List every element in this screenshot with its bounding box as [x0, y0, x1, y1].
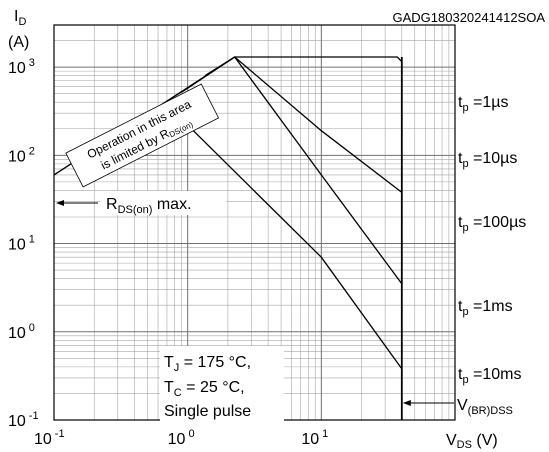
- cond-tj-sub: J: [174, 362, 180, 374]
- series-label-sub: p: [462, 102, 468, 114]
- x-tick-label: 10 1: [301, 428, 328, 448]
- figure-id: GADG180320241412SOA: [393, 10, 546, 25]
- rds-max-sub: DS(on): [118, 204, 153, 216]
- rds-max-main: R: [106, 196, 118, 213]
- rds-max-label: RDS(on) max.: [106, 196, 192, 216]
- series-label-main: t: [458, 150, 463, 167]
- series-label-main: t: [458, 366, 463, 383]
- cond-tj-main: T: [164, 354, 174, 371]
- y-tick-exp: 1: [29, 234, 35, 246]
- series-line: [181, 56, 403, 285]
- y-tick-label: 10 0: [8, 322, 35, 342]
- y-tick-exp: 0: [29, 322, 35, 334]
- series-label: tp =10ms: [458, 366, 522, 386]
- y-tick-label: 10 -1: [8, 410, 39, 430]
- arrows: [56, 200, 454, 406]
- y-axis-symbol-sub: D: [18, 16, 26, 28]
- y-tick-base: 10: [8, 237, 26, 254]
- y-tick-label: 10 1: [8, 234, 35, 254]
- series-label-main: t: [458, 94, 463, 111]
- y-axis-unit: (A): [8, 34, 29, 51]
- rds-max-rest: max.: [152, 196, 191, 213]
- cond-tc-main: T: [164, 379, 174, 396]
- y-tick-exp: 2: [29, 145, 35, 157]
- x-axis-title: VDS (V): [446, 432, 498, 451]
- series-label-rest: =10ms: [469, 366, 522, 383]
- x-tick-base: 10: [168, 431, 186, 448]
- x-tick-base: 10: [34, 431, 52, 448]
- vbr-main: V: [457, 397, 468, 414]
- x-tick-exp: 0: [188, 428, 194, 440]
- x-tick-label: 10 0: [168, 428, 195, 448]
- vbr-label: V(BR)DSS: [457, 397, 513, 417]
- cond-tj-rest: = 175 °C,: [179, 354, 251, 371]
- series-label-rest: =100µs: [469, 214, 527, 231]
- y-tick-base: 10: [8, 148, 26, 165]
- y-tick-exp: -1: [29, 410, 39, 422]
- cond-tc-sub: C: [174, 387, 182, 399]
- cond-tc-rest: = 25 °C,: [182, 379, 245, 396]
- x-axis-symbol: V: [446, 432, 457, 449]
- x-tick-base: 10: [301, 431, 319, 448]
- y-tick-exp: 3: [29, 57, 35, 69]
- rds-max-arrowhead: [56, 200, 64, 206]
- rds-max-label-bg: [100, 191, 226, 215]
- series-label-rest: =1ms: [469, 298, 513, 315]
- series-label-main: t: [458, 298, 463, 315]
- x-tick-exp: 1: [322, 428, 328, 440]
- series-line: [234, 56, 403, 121]
- series-label: tp =1ms: [458, 298, 513, 318]
- series-label: tp =10µs: [458, 150, 517, 170]
- vbr-arrowhead: [402, 400, 411, 406]
- vbr-sub: (BR)DSS: [468, 405, 513, 417]
- series-line: [157, 106, 403, 370]
- series-label-rest: =10µs: [469, 150, 518, 167]
- x-tick-exp: -1: [55, 428, 65, 440]
- x-axis-unit-text: (V): [476, 432, 497, 449]
- y-axis-symbol-main: I: [14, 8, 18, 25]
- x-axis-sub: DS: [457, 439, 472, 451]
- series-label-main: t: [458, 214, 463, 231]
- y-tick-label: 10 3: [8, 57, 35, 77]
- cond-tj: TJ = 175 °C,: [164, 354, 251, 374]
- series-label: tp =100µs: [458, 214, 526, 234]
- y-tick-base: 10: [8, 413, 26, 430]
- series-label-sub: p: [462, 306, 468, 318]
- y-tick-base: 10: [8, 325, 26, 342]
- series-label-sub: p: [462, 158, 468, 170]
- cond-tc: TC = 25 °C,: [164, 379, 245, 399]
- y-tick-base: 10: [8, 60, 26, 77]
- x-tick-label: 10 -1: [34, 428, 65, 448]
- conditions-box: [160, 346, 284, 422]
- y-axis-symbol: ID: [14, 8, 26, 28]
- series-label: tp =1µs: [458, 94, 508, 114]
- cond-pulse: Single pulse: [164, 403, 251, 420]
- series-label-sub: p: [462, 222, 468, 234]
- rds-area-annotation: Operation in this area is limited by RDS…: [65, 83, 220, 188]
- x-tick-labels: 10 -1 10 0 10 1: [34, 428, 328, 448]
- y-tick-label: 10 2: [8, 145, 35, 165]
- rds-area-box: [65, 83, 220, 188]
- series-label-rest: =1µs: [469, 94, 509, 111]
- series-label-sub: p: [462, 374, 468, 386]
